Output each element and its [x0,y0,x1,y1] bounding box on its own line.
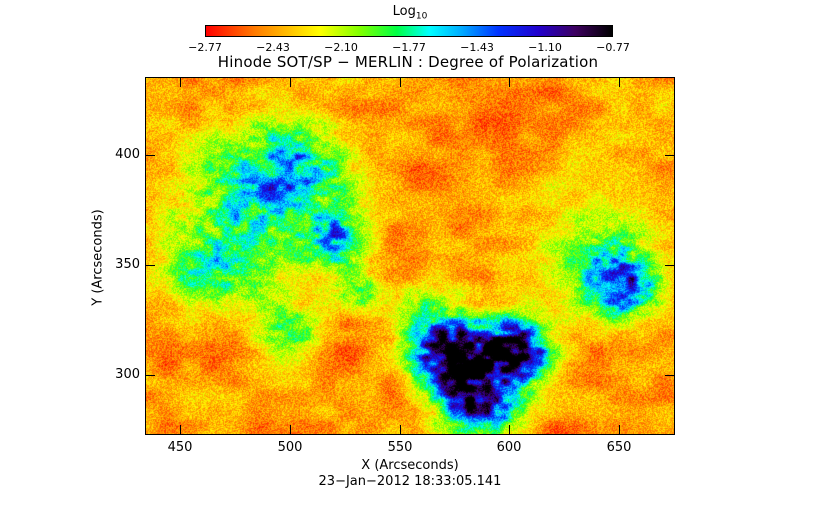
colorbar-tick: −1.10 [528,41,562,54]
colorbar-title: Log10 [360,4,460,22]
y-tick-label: 400 [115,147,140,162]
x-tick-label: 600 [496,440,522,455]
colorbar-tick: −2.43 [256,41,290,54]
x-axis-label: X (Arcseconds) [361,458,459,473]
y-tickmark [145,375,155,376]
y-tickmark-right [665,155,675,156]
x-tickmark [180,425,181,435]
x-tick-label: 650 [606,440,632,455]
x-tickmark-top [290,77,291,87]
x-tickmark-top [509,77,510,87]
colorbar-tick: −0.77 [596,41,630,54]
y-axis-label: Y (Arcseconds) [90,209,106,306]
y-tick-label: 350 [115,257,140,272]
colorbar-tick: −1.77 [392,41,426,54]
x-tickmark [509,425,510,435]
colorbar [205,25,613,37]
x-tickmark [619,425,620,435]
x-tickmark [400,425,401,435]
x-tickmark-top [400,77,401,87]
y-tickmark-right [665,265,675,266]
y-tickmark [145,155,155,156]
colorbar-title-subscript: 10 [415,11,428,22]
colorbar-tick: −1.43 [460,41,494,54]
colorbar-tick: −2.10 [324,41,358,54]
colorbar-tick: −2.77 [188,41,222,54]
polarization-map [145,77,675,435]
x-tick-label: 500 [277,440,303,455]
x-tick-label: 450 [167,440,193,455]
plot-title: Hinode SOT/SP − MERLIN : Degree of Polar… [217,53,599,71]
y-tick-label: 300 [115,367,140,382]
colorbar-title-text: Log [392,4,416,19]
x-tickmark [290,425,291,435]
x-tickmark-top [619,77,620,87]
timestamp: 23−Jan−2012 18:33:05.141 [318,474,502,489]
y-tickmark-right [665,375,675,376]
x-tickmark-top [180,77,181,87]
y-tickmark [145,265,155,266]
x-tick-label: 550 [387,440,413,455]
